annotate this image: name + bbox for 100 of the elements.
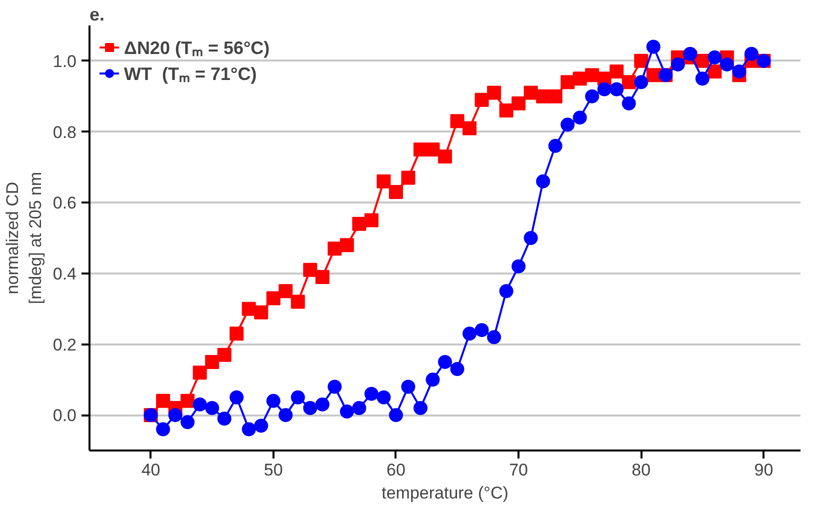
point [266,291,280,306]
point [622,75,636,90]
point [303,262,318,277]
point [744,46,758,61]
point [328,380,342,394]
point [487,330,502,344]
point [732,64,746,79]
point [340,238,354,252]
point [352,216,366,231]
point [388,408,403,422]
x-tick-label: 70 [509,460,528,480]
point [585,89,600,104]
point [634,54,648,68]
point [217,412,232,426]
point [634,75,648,90]
point [487,86,502,100]
y-tick-label: 0.0 [52,406,77,426]
point [426,142,440,156]
point [548,138,562,153]
point [192,366,207,380]
point [512,96,526,110]
y-tick-label: 0.4 [52,264,77,284]
chart-title: e. [90,4,105,24]
point [205,354,220,369]
y-axis-title: normalized CD [mdeg] at 205 nm [3,172,45,304]
point [230,390,244,404]
x-tick-label: 80 [632,460,651,480]
y-tick-label: 0.6 [52,194,77,213]
point [474,323,489,338]
point [315,397,330,412]
point [388,184,403,199]
point [610,64,624,79]
point [499,104,514,118]
point [610,82,624,96]
point [524,86,538,100]
point [340,404,354,419]
point [192,397,207,412]
point [180,394,195,408]
point [278,284,293,298]
point [536,89,550,104]
point [720,57,734,72]
legend-label: WT (Tₘ = 71°C) [124,63,257,85]
point [438,354,452,369]
x-tick-label: 90 [754,460,774,480]
point [254,305,268,320]
point [254,418,268,433]
point [401,170,416,185]
y-tick-label: 0.8 [52,122,77,142]
point [560,118,575,132]
point [217,348,232,362]
point [156,394,170,408]
point [364,213,378,228]
x-axis-title: temperature (°C) [382,484,508,502]
point [597,82,612,96]
point [242,302,256,316]
point [266,394,280,408]
point [438,150,452,164]
point [548,89,562,104]
point [524,231,538,245]
point [352,401,366,415]
point [572,72,587,86]
point [572,110,587,125]
point [303,401,318,415]
x-tick-label: 60 [386,460,406,480]
point [242,422,256,436]
point [364,386,378,401]
point [376,390,391,404]
point [462,326,477,341]
point [695,72,710,86]
point [560,75,575,90]
point [708,50,722,64]
point [156,422,170,436]
point [646,40,660,54]
point [450,362,464,376]
y-tick-label: 0.2 [52,335,77,354]
legend-label: ΔN20 (Tₘ = 56°C) [124,37,270,59]
point [499,284,514,298]
point [290,294,305,309]
point [168,408,182,422]
y-tick-label: 1.0 [52,52,77,71]
point [401,380,416,394]
point [290,390,305,404]
point [376,174,391,188]
x-tick-label: 40 [141,460,160,480]
point [413,401,428,415]
point [512,259,526,274]
point [278,408,293,422]
point [180,415,195,430]
point [426,372,440,387]
point [462,121,477,136]
point [328,242,342,256]
point [683,46,698,61]
point [670,57,685,72]
point [474,92,489,107]
x-tick-label: 50 [264,460,283,480]
point [230,326,244,341]
point [315,270,330,284]
point [585,68,600,82]
point [622,96,636,110]
point [450,114,464,128]
